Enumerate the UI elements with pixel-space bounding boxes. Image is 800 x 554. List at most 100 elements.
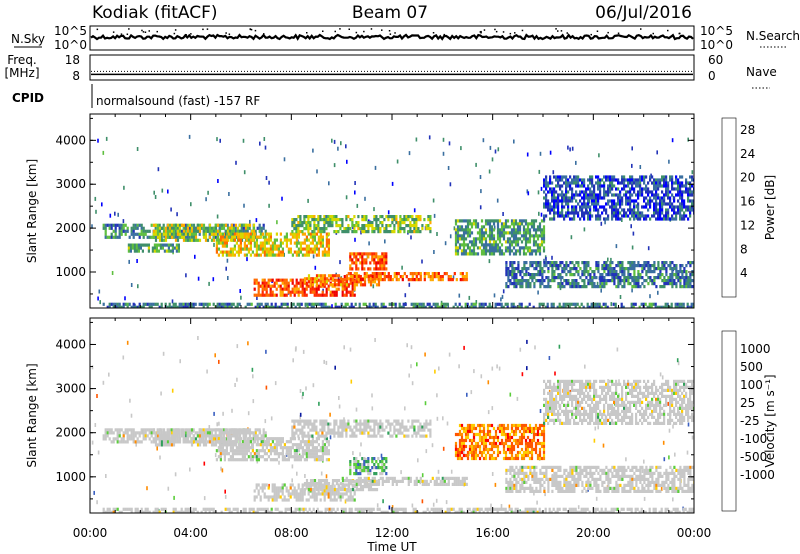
data-cell [299,221,302,225]
data-cell [389,275,392,279]
data-cell [564,302,567,306]
data-cell [575,193,578,197]
data-cell [392,507,395,511]
data-cell [377,224,380,228]
noise-cell [526,152,529,157]
data-cell [106,507,109,511]
data-cell [557,175,560,179]
data-cell [543,214,546,218]
data-cell [130,226,133,230]
data-cell [599,276,602,280]
data-cell [454,237,458,241]
data-cell [309,232,312,236]
data-cell [496,222,500,226]
data-cell [653,196,656,200]
data-cell [384,510,387,513]
data-cell [635,282,638,286]
data-cell [227,235,230,239]
data-cell [523,279,526,283]
data-cell [375,267,378,271]
data-cell [130,510,133,513]
data-cell [639,273,642,277]
data-cell [400,305,403,308]
data-cell [431,272,434,276]
data-cell [240,226,243,230]
data-cell [434,510,437,513]
data-cell [488,228,492,232]
noise-cell [497,424,499,429]
data-cell [611,187,614,191]
data-cell [583,181,586,185]
noise-cell [130,283,133,287]
data-cell [559,187,562,191]
noise-cell [296,471,298,476]
data-cell [304,507,307,511]
noise-cell [111,271,114,275]
data-cell [574,507,577,511]
data-cell [532,507,535,511]
data-cell [565,279,568,283]
data-cell [224,302,227,306]
data-cell [243,232,246,236]
data-cell [665,261,668,265]
data-cell [527,279,530,283]
data-cell [549,190,552,194]
data-cell [551,205,554,209]
data-cell [529,261,532,265]
data-cell [494,240,498,244]
data-cell [305,244,308,248]
data-cell [645,279,648,283]
data-cell [664,302,667,306]
data-cell [514,507,517,511]
noise-cell [339,260,341,265]
data-cell [659,285,662,289]
data-cell [555,184,558,188]
data-cell [222,428,225,432]
data-cell [569,267,572,271]
data-cell [303,227,306,231]
data-cell [637,261,640,265]
data-cell [581,205,584,209]
data-cell [383,218,386,222]
data-cell [267,278,270,282]
data-cell [275,281,278,285]
data-cell [206,226,209,230]
data-cell [675,193,678,197]
data-cell [635,264,638,268]
data-cell [556,305,559,308]
data-cell [299,278,302,282]
data-cell [130,434,133,438]
data-cell [633,199,636,203]
data-cell [677,199,680,203]
data-cell [359,252,362,256]
data-cell [170,226,174,230]
data-cell [460,507,463,511]
data-cell [327,244,330,248]
data-cell [265,238,268,242]
data-cell [657,187,660,191]
data-cell [647,270,650,274]
data-cell [110,428,113,432]
data-cell [633,214,636,218]
data-cell [551,217,554,221]
data-cell [612,510,615,513]
data-cell [627,282,630,286]
data-cell [569,282,572,286]
data-cell [639,184,642,188]
data-cell [158,232,162,236]
data-cell [644,510,647,513]
data-cell [599,196,602,200]
data-cell [226,305,229,308]
data-cell [307,253,310,257]
data-cell [605,175,608,179]
noise-cell [265,176,268,180]
data-cell [245,247,248,251]
data-cell [524,252,528,256]
data-cell [526,225,530,229]
data-cell [462,231,466,235]
data-cell [595,199,598,203]
data-cell [688,507,691,511]
data-cell [514,219,518,223]
data-cell [322,302,325,306]
data-cell [341,221,344,225]
